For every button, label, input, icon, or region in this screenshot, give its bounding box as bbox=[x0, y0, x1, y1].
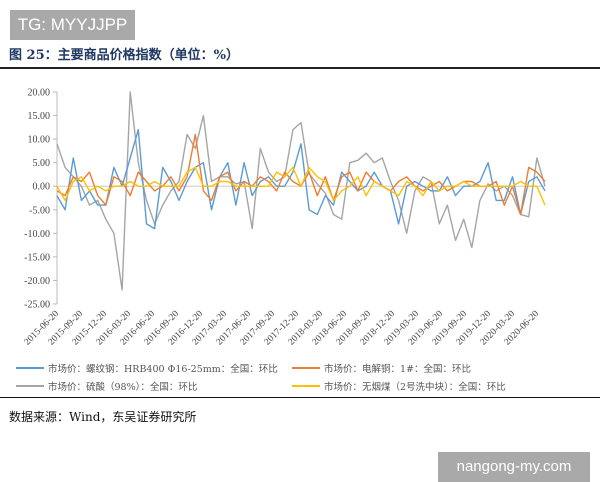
y-tick-label: 10.00 bbox=[28, 135, 51, 146]
legend-label: 市场价：硫酸（98%）：全国：环比 bbox=[48, 379, 197, 393]
y-tick-label: -20.00 bbox=[24, 276, 50, 287]
y-tick-label: 20.00 bbox=[28, 88, 51, 99]
legend-swatch bbox=[292, 367, 320, 369]
y-tick-label: -10.00 bbox=[24, 229, 50, 240]
series-line-2 bbox=[57, 92, 545, 290]
line-chart: 20.00 15.00 10.00 5.00 0.00 -5.00 -10.00 -15.00… bbox=[0, 0, 600, 400]
legend-item-rebar: 市场价：螺纹钢：HRB400 Φ16-25mm：全国：环比 bbox=[16, 361, 278, 375]
legend-label: 市场价：电解铜：1#：全国：环比 bbox=[324, 361, 471, 375]
y-tick-label: -25.00 bbox=[24, 300, 50, 311]
y-tick-label: 5.00 bbox=[33, 158, 51, 169]
legend-item-anthracite: 市场价：无烟煤（2号洗中块）：全国：环比 bbox=[292, 379, 506, 393]
legend-label: 市场价：螺纹钢：HRB400 Φ16-25mm：全国：环比 bbox=[48, 361, 278, 375]
legend-label: 市场价：无烟煤（2号洗中块）：全国：环比 bbox=[324, 379, 506, 393]
y-tick-label: -5.00 bbox=[29, 205, 50, 216]
legend-swatch bbox=[16, 385, 44, 387]
y-tick-label: 15.00 bbox=[28, 111, 51, 122]
legend-item-copper: 市场价：电解铜：1#：全国：环比 bbox=[292, 361, 471, 375]
source-note: 数据来源：Wind，东吴证券研究所 bbox=[9, 408, 196, 425]
legend-swatch bbox=[16, 367, 44, 369]
legend-item-sulfuric-acid: 市场价：硫酸（98%）：全国：环比 bbox=[16, 379, 197, 393]
y-tick-label: 0.00 bbox=[33, 182, 51, 193]
series-line-0 bbox=[57, 130, 545, 229]
y-tick-label: -15.00 bbox=[24, 252, 50, 263]
watermark-bottom: nangong-my.com bbox=[438, 452, 590, 482]
legend-swatch bbox=[292, 385, 320, 387]
source-divider bbox=[0, 397, 600, 398]
